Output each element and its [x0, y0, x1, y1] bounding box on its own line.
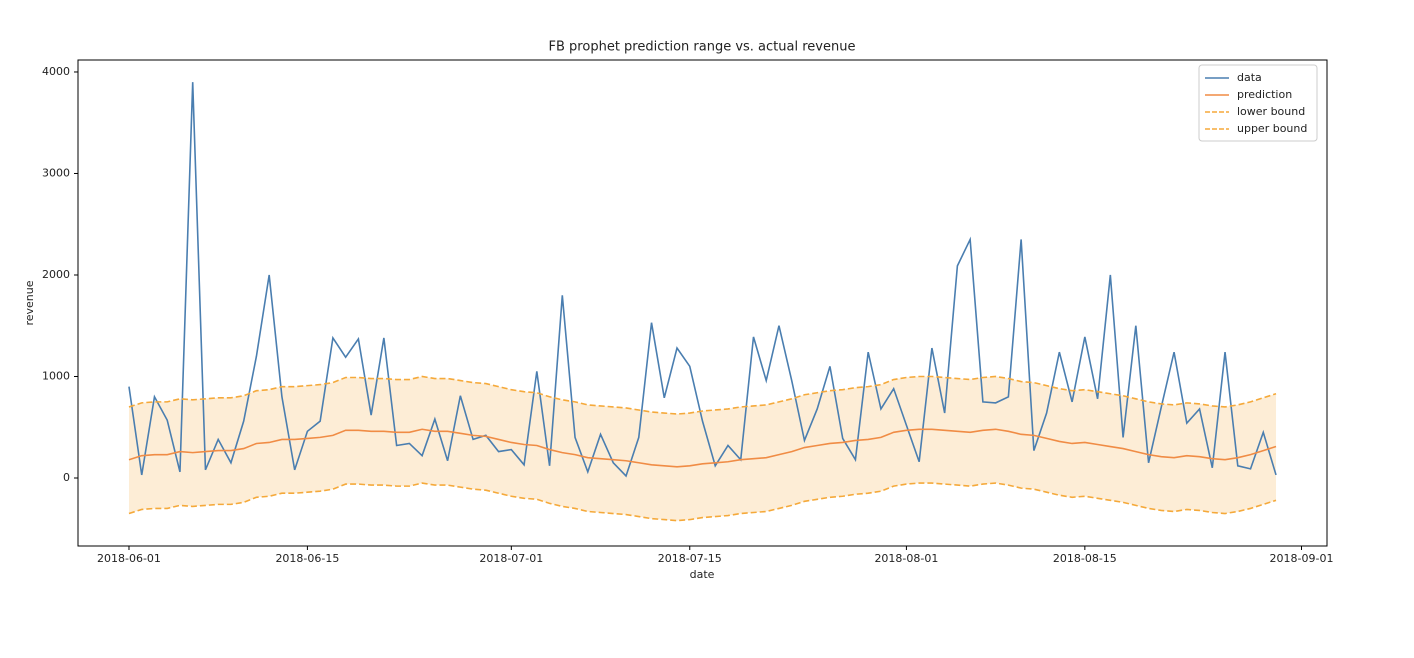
legend-label: prediction [1237, 88, 1292, 101]
legend: data prediction lower bound upper bound [1198, 64, 1318, 142]
series-line [128, 428, 1277, 468]
y-tick-label: 2000 [42, 268, 70, 281]
y-axis-label: revenue [23, 280, 36, 325]
x-tick-label: 2018-06-01 [97, 552, 161, 565]
legend-label: lower bound [1237, 105, 1305, 118]
y-tick-label: 3000 [42, 166, 70, 179]
chart-title: FB prophet prediction range vs. actual r… [549, 40, 856, 55]
legend-label: data [1237, 71, 1262, 84]
legend-label: upper bound [1237, 122, 1307, 135]
legend-box [1198, 64, 1318, 142]
series-line [128, 482, 1277, 522]
confidence-band [128, 376, 1277, 521]
x-tick-label: 2018-08-15 [1053, 552, 1117, 565]
series-line [128, 82, 1277, 478]
x-tick-label: 2018-07-15 [658, 552, 722, 565]
x-axis-label: date [690, 568, 715, 581]
x-tick-label: 2018-07-01 [479, 552, 543, 565]
y-tick-label: 1000 [42, 369, 70, 382]
x-tick-label: 2018-06-15 [275, 552, 339, 565]
series-line [128, 375, 1277, 415]
plot-frame [77, 59, 1328, 547]
y-tick-label: 4000 [42, 65, 70, 78]
x-tick-label: 2018-08-01 [874, 552, 938, 565]
x-tick-label: 2018-09-01 [1270, 552, 1334, 565]
y-tick-label: 0 [63, 471, 70, 484]
